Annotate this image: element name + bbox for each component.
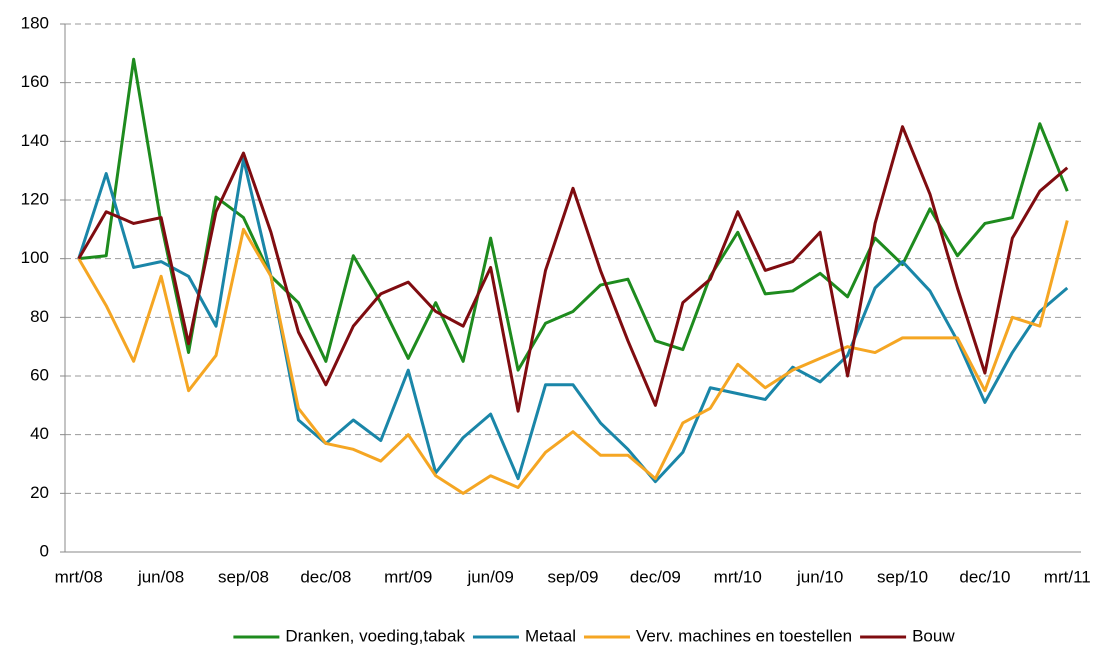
y-tick-label: 160	[21, 72, 49, 91]
legend-label: Verv. machines en toestellen	[636, 626, 852, 645]
x-tick-label: mrt/09	[384, 567, 432, 586]
x-tick-label: sep/08	[218, 567, 269, 586]
legend-label: Metaal	[525, 626, 576, 645]
x-tick-label: dec/09	[630, 567, 681, 586]
y-tick-label: 120	[21, 189, 49, 208]
y-tick-label: 20	[30, 483, 49, 502]
series-line	[77, 125, 1069, 413]
x-tick-label: sep/09	[547, 567, 598, 586]
y-tick-label: 80	[30, 307, 49, 326]
y-tick-label: 0	[40, 541, 49, 560]
y-tick-label: 100	[21, 248, 49, 267]
series-line	[77, 157, 1069, 484]
x-tick-label: jun/08	[137, 567, 184, 586]
x-tick-label: dec/10	[959, 567, 1010, 586]
y-tick-label: 40	[30, 424, 49, 443]
x-tick-label: jun/10	[796, 567, 843, 586]
legend-label: Bouw	[912, 626, 955, 645]
y-tick-label: 60	[30, 365, 49, 384]
x-tick-label: jun/09	[466, 567, 513, 586]
series-line	[77, 220, 1069, 495]
y-tick-label: 140	[21, 131, 49, 150]
x-tick-label: dec/08	[300, 567, 351, 586]
x-tick-label: mrt/11	[1044, 567, 1091, 586]
x-tick-label: mrt/08	[55, 567, 103, 586]
x-tick-label: sep/10	[877, 567, 928, 586]
legend-label: Dranken, voeding,tabak	[285, 626, 465, 645]
series-line	[78, 57, 1069, 372]
x-tick-label: mrt/10	[714, 567, 762, 586]
y-tick-label: 180	[21, 13, 49, 32]
